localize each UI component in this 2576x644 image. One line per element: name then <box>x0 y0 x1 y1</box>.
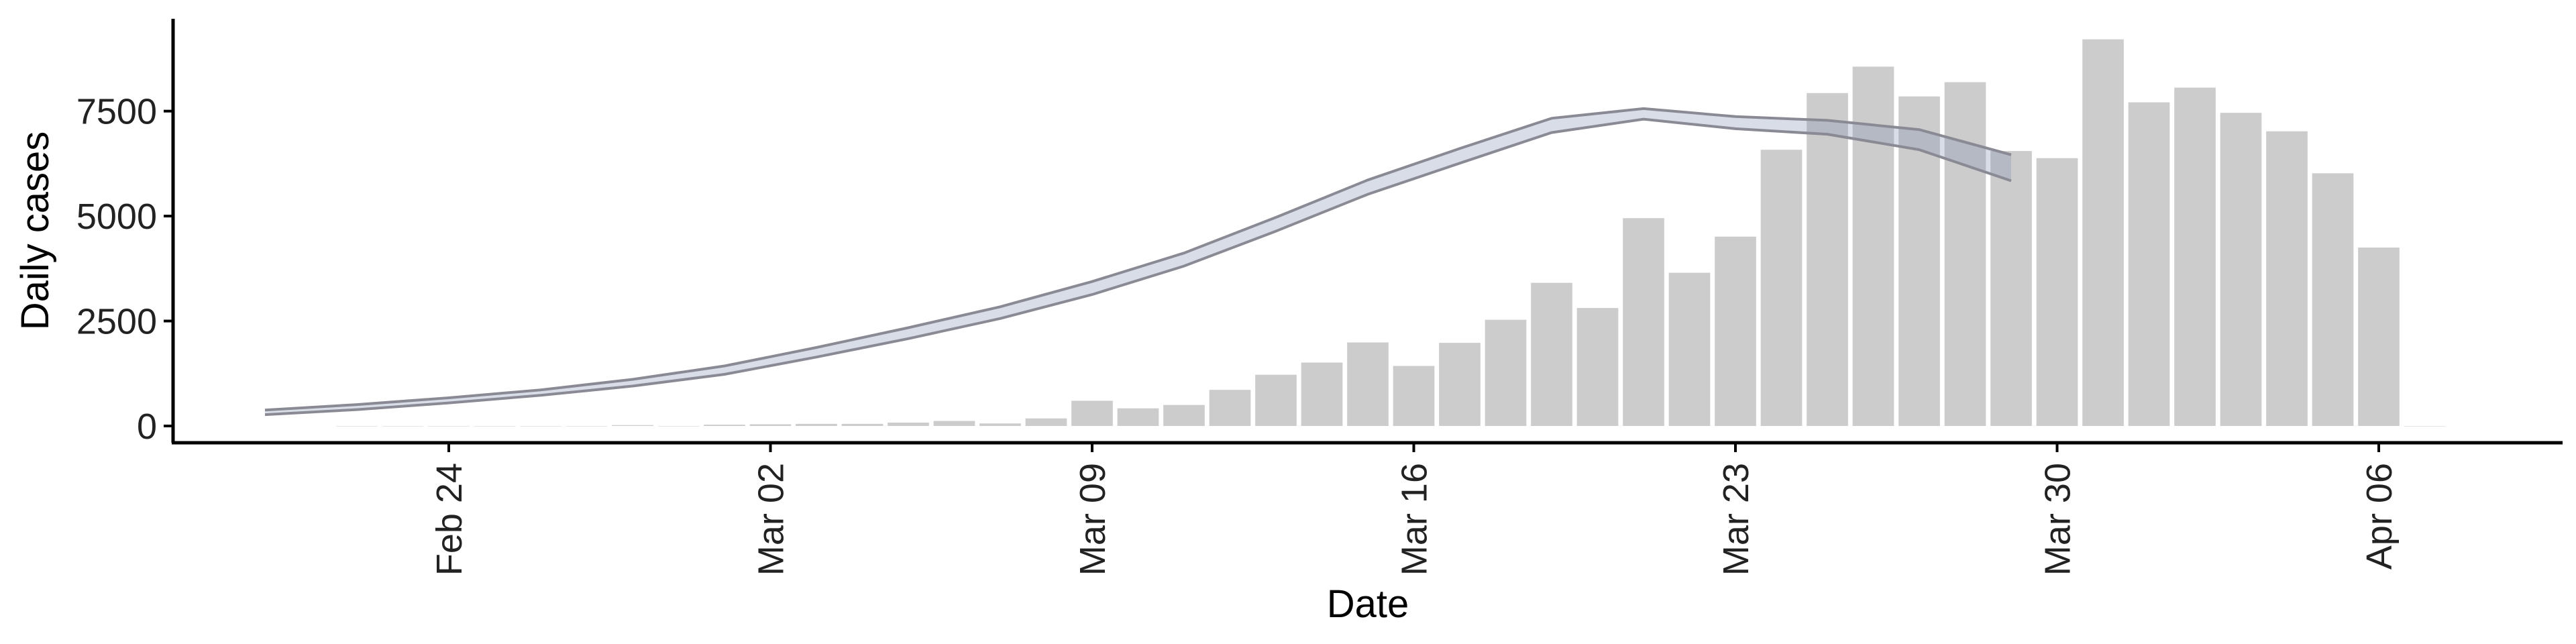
y-axis-ticks: 0 2500 5000 7500 <box>76 92 173 447</box>
bar <box>336 425 378 427</box>
x-tick-label: Mar 23 <box>1716 463 1756 576</box>
bar <box>428 425 470 427</box>
bar <box>1117 408 1159 426</box>
bar <box>1163 405 1205 426</box>
bar <box>2404 425 2446 427</box>
x-tick-label: Mar 16 <box>1395 463 1435 576</box>
bar <box>888 422 929 426</box>
bar <box>2220 113 2262 426</box>
x-tick-label: Mar 02 <box>751 463 792 576</box>
bar <box>474 425 516 427</box>
bar <box>2128 102 2170 426</box>
bar <box>933 421 975 426</box>
bar <box>1623 218 1664 426</box>
model-upper-line <box>264 107 2012 412</box>
bar <box>566 425 608 427</box>
bar <box>2082 39 2124 426</box>
x-tick-label: Mar 30 <box>2038 463 2078 576</box>
bar <box>1576 308 1619 426</box>
bar <box>841 423 883 426</box>
bar <box>704 425 745 426</box>
y-tick-label: 7500 <box>76 92 157 132</box>
bar-series <box>336 39 2446 427</box>
bar <box>1668 272 1711 426</box>
x-tick-label: Feb 24 <box>429 463 470 576</box>
bar <box>2358 248 2400 426</box>
x-axis-title: Date <box>1327 582 1409 626</box>
bar <box>1760 150 1803 426</box>
bar <box>796 423 837 426</box>
bar <box>1209 390 1251 426</box>
bar <box>2174 87 2216 426</box>
bar <box>2036 158 2078 426</box>
bar <box>1347 342 1389 426</box>
x-tick-label: Mar 09 <box>1073 463 1113 576</box>
bar <box>749 424 792 426</box>
bar <box>1301 362 1343 426</box>
bar <box>1944 82 1986 426</box>
bar <box>2266 131 2308 426</box>
bar <box>1852 66 1894 426</box>
bar <box>979 423 1021 426</box>
bar <box>1715 236 1756 426</box>
model-ribbon <box>264 107 2012 417</box>
bar <box>382 425 424 427</box>
bar <box>2312 173 2354 426</box>
bar <box>1485 319 1527 426</box>
x-axis-ticks: Feb 24 Mar 02 Mar 09 Mar 16 Mar 23 Mar 30 Apr … <box>429 443 2400 576</box>
bar <box>520 425 561 427</box>
bar <box>1807 93 1848 426</box>
bar <box>1025 418 1067 426</box>
model-lower-line <box>264 117 2012 417</box>
bar <box>1393 366 1435 426</box>
y-tick-label: 0 <box>137 407 157 447</box>
bar <box>657 425 700 427</box>
bar <box>1898 96 1940 426</box>
bar <box>1531 282 1572 426</box>
bar <box>1439 343 1481 426</box>
bar <box>612 425 653 426</box>
y-tick-label: 5000 <box>76 197 157 237</box>
bar <box>1990 151 2032 426</box>
bar <box>1255 374 1297 426</box>
x-tick-label: Apr 06 <box>2359 463 2400 570</box>
y-tick-label: 2500 <box>76 302 157 342</box>
bar <box>1071 400 1113 426</box>
y-axis-title: Daily cases <box>13 131 57 331</box>
